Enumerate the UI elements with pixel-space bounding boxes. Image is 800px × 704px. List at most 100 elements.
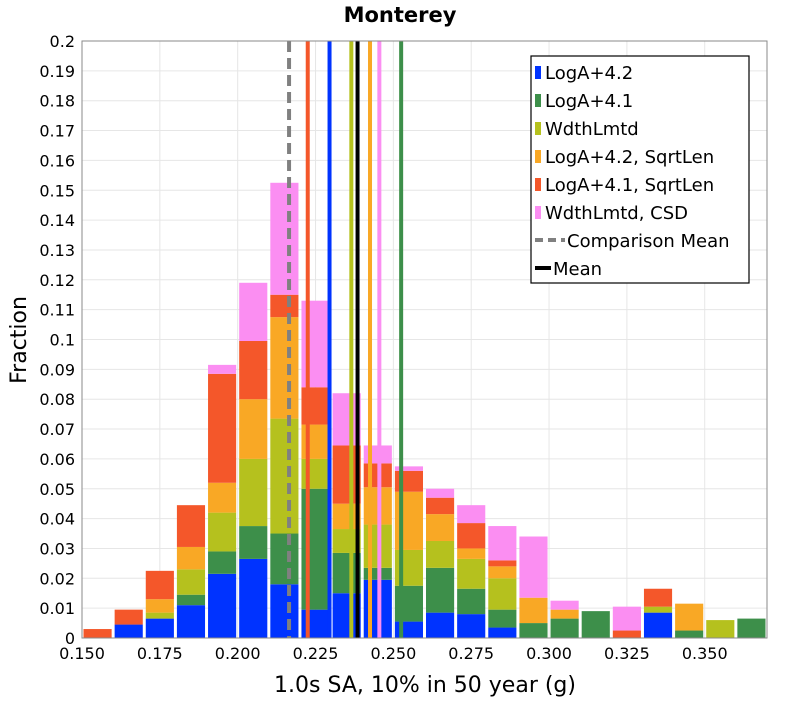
bar-segment (550, 609, 579, 619)
legend-label: LogA+4.1 (545, 91, 633, 112)
bar-segment (114, 609, 143, 625)
chart-title: Monterey (344, 3, 457, 27)
y-axis-label: Fraction (7, 296, 32, 384)
x-tick-label: 0.300 (526, 644, 572, 663)
bar-segment (426, 488, 455, 498)
bar-segment (488, 609, 517, 628)
bar-segment (208, 512, 237, 552)
bar-segment (612, 630, 641, 638)
bar-segment (550, 618, 579, 638)
bar-segment (301, 488, 330, 610)
y-tick-label: 0.03 (39, 539, 75, 558)
bar-segment (208, 364, 237, 374)
x-tick-label: 0.225 (293, 644, 339, 663)
bar-segment (457, 505, 486, 524)
y-tick-label: 0.14 (39, 211, 75, 230)
x-tick-label: 0.350 (682, 644, 728, 663)
legend-label: Mean (553, 259, 602, 280)
y-tick-label: 0.18 (39, 92, 75, 111)
y-tick-label: 0.16 (39, 151, 75, 170)
bar-segment (270, 584, 299, 638)
bar-segment (301, 458, 330, 489)
bar-segment (114, 624, 143, 638)
y-tick-label: 0.04 (39, 510, 75, 529)
bar-segment (457, 588, 486, 615)
bar-segment (394, 470, 423, 492)
mean-lines (287, 41, 404, 638)
legend-swatch (535, 94, 541, 107)
bar-segment (706, 620, 735, 638)
x-tick-label: 0.275 (448, 644, 494, 663)
bar-segment (270, 533, 299, 585)
x-tick-label: 0.250 (370, 644, 416, 663)
bar-segment (426, 567, 455, 613)
bar-segment (457, 558, 486, 589)
y-tick-label: 0.13 (39, 241, 75, 260)
legend-label: Comparison Mean (567, 231, 730, 252)
x-tick-label: 0.150 (59, 644, 105, 663)
legend-swatch (535, 66, 541, 79)
bar-segment (519, 623, 548, 638)
legend-swatch (535, 178, 541, 191)
x-tick-label: 0.175 (137, 644, 183, 663)
bar-segment (457, 548, 486, 559)
legend-swatch (535, 122, 541, 135)
bar-segment (270, 418, 299, 534)
bar-segment (394, 585, 423, 622)
bar-segment (301, 609, 330, 638)
legend-label: LogA+4.1, SqrtLen (545, 175, 714, 196)
bar-segment (457, 614, 486, 638)
bar-segment (643, 612, 673, 638)
bar-segment (208, 573, 237, 638)
y-tick-label: 0.2 (50, 32, 75, 51)
bar-segment (612, 606, 641, 631)
y-tick-label: 0.08 (39, 390, 75, 409)
bar-segment (675, 630, 704, 638)
bar-segment (426, 497, 455, 515)
y-tick-label: 0.07 (39, 420, 75, 439)
bar-segment (675, 603, 704, 631)
bar-segment (239, 558, 268, 638)
bar-segment (145, 612, 174, 619)
y-tick-label: 0.09 (39, 360, 75, 379)
legend-box (530, 55, 750, 284)
bar-segment (550, 600, 579, 610)
bar-segment (83, 629, 112, 638)
bar-segment (239, 458, 268, 527)
legend-swatch (535, 150, 541, 163)
bar-segment (488, 566, 517, 579)
y-tick-label: 0.11 (39, 301, 75, 320)
y-tick-labels: 0 0.01 0.02 0.03 0.04 0.05 0.06 0.07 0.08 0.09 0.1… (39, 32, 75, 648)
bar-segment (239, 282, 268, 341)
bar-segment (488, 578, 517, 610)
bar-segment (643, 606, 673, 613)
bar-segment (270, 182, 299, 295)
bar-segment (176, 569, 206, 595)
bar-segment (301, 424, 330, 459)
bar-segment (239, 399, 268, 459)
bar-segment (457, 523, 486, 549)
bar-segment (426, 540, 455, 568)
y-tick-label: 0.17 (39, 122, 75, 141)
bar-segment (488, 560, 517, 567)
bar-segment (239, 526, 268, 559)
bar-segment (176, 546, 206, 570)
bar-segment (208, 551, 237, 574)
bar-segment (176, 605, 206, 638)
bar-segment (145, 599, 174, 613)
y-tick-label: 0.06 (39, 450, 75, 469)
bar-segment (519, 536, 548, 598)
bar-segment (394, 491, 423, 550)
x-axis-label: 1.0s SA, 10% in 50 year (g) (274, 673, 576, 698)
y-tick-label: 0.01 (39, 599, 75, 618)
bar-segment (208, 482, 237, 513)
bar-segment (270, 294, 299, 318)
bar-segment (301, 300, 330, 388)
bar-segment (488, 627, 517, 638)
bar-segment (519, 597, 548, 624)
bar-segment (488, 526, 517, 561)
y-tick-label: 0.02 (39, 569, 75, 588)
bar-segment (394, 466, 423, 471)
x-tick-label: 0.325 (604, 644, 650, 663)
plot-frame (81, 40, 768, 639)
